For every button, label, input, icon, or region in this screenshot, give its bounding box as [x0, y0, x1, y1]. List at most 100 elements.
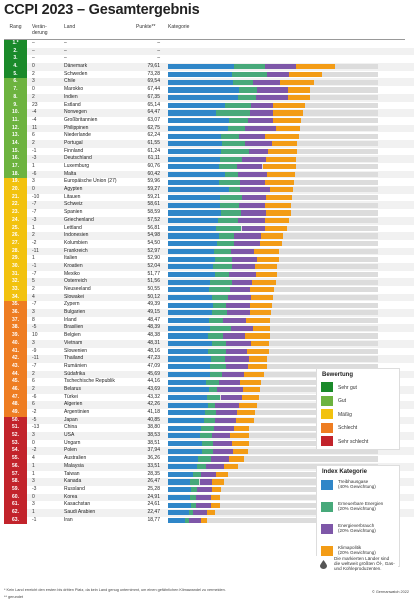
bar-segment-energy: [241, 156, 267, 162]
category-bar: [168, 287, 378, 293]
bar-segment-renewables: [215, 256, 233, 262]
legend-swatch: [321, 436, 333, 446]
bar-segment-renewables: [208, 387, 218, 393]
change-cell: -11: [32, 355, 39, 362]
rank-cell: 32.: [4, 278, 27, 286]
bar-segment-emissions: [168, 456, 199, 462]
score-cell: 48,39: [147, 324, 160, 331]
table-row: 40. 3 Vietnam 48,31: [4, 339, 414, 348]
bar-segment-policy: [245, 318, 270, 324]
country-cell: Kanada: [64, 478, 82, 485]
score-cell: 58,61: [147, 201, 160, 208]
category-bar: [168, 87, 378, 93]
bar-segment-policy: [249, 310, 272, 316]
rank-cell: 11.: [4, 116, 27, 125]
country-cell: Europäische Union (27): [64, 178, 117, 185]
bar-segment-emissions: [168, 72, 233, 78]
bar-segment-energy: [219, 379, 241, 385]
category-bar: [168, 264, 378, 270]
table-row: 35. -7 Zypern 49,39: [4, 301, 414, 310]
category-bar: [168, 49, 378, 54]
bar-segment-renewables: [216, 225, 242, 231]
rank-cell: 56.: [4, 462, 27, 471]
bar-segment-renewables: [210, 279, 233, 285]
table-row: 60. 0 Korea 24,91: [4, 493, 414, 502]
rank-cell: 50.: [4, 416, 27, 425]
bar-segment-renewables: [205, 379, 220, 385]
rank-cell: 7.: [4, 86, 27, 94]
rank-cell: 9.: [4, 101, 27, 110]
score-cell: 48,47: [147, 316, 160, 323]
bar-segment-emissions: [168, 333, 208, 339]
bar-segment-policy: [255, 271, 277, 278]
bar-segment-emissions: [168, 356, 212, 362]
table-row: 56. 1 Malaysia 33,51: [4, 462, 414, 471]
legend-label: Gut: [338, 398, 347, 404]
table-row: 14. 2 Portugal 61,55: [4, 139, 414, 148]
bar-segment-policy: [241, 394, 259, 401]
bar-segment-renewables: [228, 187, 241, 193]
table-row: 27. -2 Kolumbien 54,50: [4, 239, 414, 248]
rank-cell: 41.: [4, 347, 27, 356]
header-change: Verän- derung: [32, 24, 48, 36]
bar-segment-energy: [241, 195, 267, 201]
bar-segment-energy: [252, 79, 281, 85]
category-bar: [168, 294, 378, 301]
bar-segment-emissions: [168, 402, 208, 408]
change-cell: 1: [32, 255, 35, 262]
bar-segment-emissions: [168, 433, 200, 439]
legend-label: Sehr schlecht: [338, 438, 369, 445]
legend-label: Erneuerbare Energien (20% Gewichtung): [338, 501, 384, 512]
score-cell: 67,35: [147, 93, 160, 100]
bar-segment-energy: [211, 456, 229, 462]
change-cell: 2: [32, 286, 35, 292]
table-row: 22. -7 Schweiz 58,61: [4, 201, 414, 210]
bar-segment-policy: [247, 364, 267, 370]
score-cell: 22,47: [147, 508, 160, 515]
table-row: 53. 0 Ungarn 38,51: [4, 439, 414, 448]
bar-segment-energy: [245, 141, 272, 147]
bar-segment-energy: [238, 133, 266, 139]
table-row: 46. 2 Belarus 43,69: [4, 385, 414, 394]
bar-segment-emissions: [168, 264, 214, 270]
bar-segment-policy: [267, 171, 295, 178]
change-cell: 3: [32, 309, 35, 316]
category-bar: [168, 164, 378, 170]
bar-segment-policy: [287, 95, 310, 101]
score-cell: 62,24: [147, 132, 160, 139]
category-bar: [168, 441, 378, 447]
bar-segment-policy: [271, 141, 298, 147]
category-bar: [168, 364, 378, 370]
table-row: 39. 10 Belgien 48,38: [4, 332, 414, 340]
country-cell: Estland: [64, 101, 81, 108]
category-bar: [168, 433, 378, 439]
score-cell: 58,59: [147, 209, 160, 216]
bar-segment-emissions: [168, 95, 239, 101]
bar-segment-policy: [288, 72, 322, 78]
bar-segment-policy: [256, 256, 280, 262]
change-cell: -7: [32, 301, 37, 308]
score-cell: 63,07: [147, 116, 160, 123]
category-bar: [168, 125, 378, 131]
category-bar: [168, 402, 378, 408]
table-row: 49. -2 Argentinien 41,18: [4, 409, 414, 417]
table-row: 16. -3 Deutschland 61,11: [4, 155, 414, 163]
rank-cell: 5.: [4, 70, 27, 79]
score-cell: 37,94: [147, 447, 160, 454]
rank-cell: 48.: [4, 401, 27, 409]
bar-segment-renewables: [232, 72, 267, 78]
category-bar: [168, 210, 378, 216]
bar-segment-energy: [199, 479, 213, 485]
table-row: 3. – – –: [4, 55, 414, 64]
bar-segment-energy: [238, 171, 268, 178]
score-cell: 33,51: [147, 462, 160, 469]
change-cell: 3: [32, 178, 35, 185]
bar-segment-energy: [265, 64, 297, 70]
bar-segment-energy: [257, 87, 288, 93]
category-bar: [168, 464, 378, 470]
bar-segment-emissions: [168, 148, 221, 155]
legend-label: Mäßig: [338, 411, 352, 418]
score-cell: 59,21: [147, 193, 160, 200]
table-row: 33. 2 Neuseeland 50,55: [4, 286, 414, 294]
change-cell: -7: [32, 209, 37, 216]
